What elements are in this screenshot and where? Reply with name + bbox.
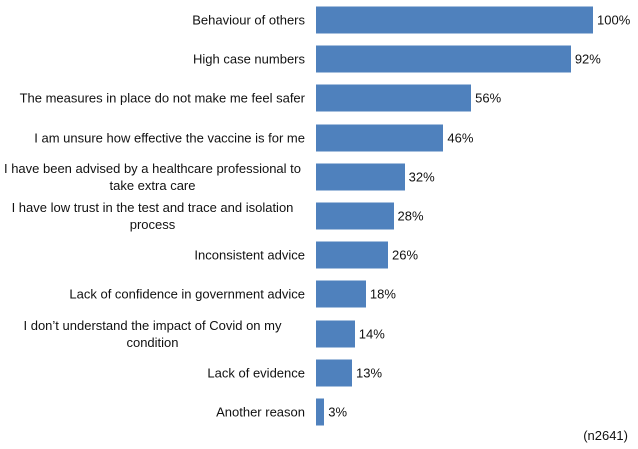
category-label: Behaviour of others (192, 12, 305, 28)
bar (316, 241, 389, 269)
category-label: I have low trust in the test and trace a… (11, 200, 294, 232)
bar (316, 280, 366, 308)
value-label: 100% (597, 12, 631, 28)
bar (316, 202, 394, 230)
value-label: 56% (475, 90, 502, 106)
bar (316, 124, 444, 152)
category-label: The measures in place do not make me fee… (19, 90, 305, 106)
category-label: Lack of evidence (207, 365, 305, 381)
category-label: Inconsistent advice (194, 247, 305, 263)
bar (316, 84, 472, 112)
value-label: 92% (574, 51, 601, 67)
bar (316, 359, 352, 387)
bar (316, 398, 325, 426)
category-label: Another reason (216, 404, 305, 420)
sample-size-note: (n2641) (583, 428, 628, 443)
value-label: 13% (356, 365, 383, 381)
value-label: 3% (328, 404, 348, 420)
category-label: I am unsure how effective the vaccine is… (34, 130, 305, 146)
category-label: I don’t understand the impact of Covid o… (23, 317, 282, 350)
value-label: 18% (369, 286, 396, 302)
value-label: 46% (447, 130, 474, 146)
category-label: High case numbers (193, 51, 305, 67)
bar (316, 320, 355, 348)
value-label: 32% (408, 169, 435, 185)
value-label: 26% (392, 247, 419, 263)
bar (316, 45, 571, 73)
value-label: 28% (397, 208, 424, 224)
bar (316, 6, 593, 34)
value-label: 14% (358, 326, 385, 342)
category-label: I have been advised by a healthcare prof… (3, 160, 302, 193)
category-label: Lack of confidence in government advice (69, 286, 305, 302)
bar (316, 163, 405, 191)
